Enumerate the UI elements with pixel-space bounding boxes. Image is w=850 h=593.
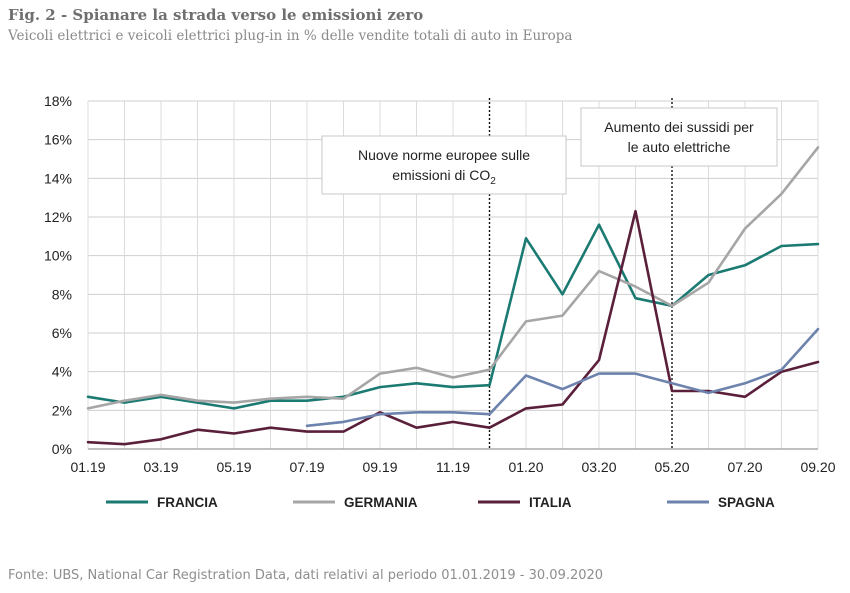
x-tick-label: 05.19 (216, 459, 251, 475)
y-tick-label: 12% (44, 209, 72, 225)
source-note: Fonte: UBS, National Car Registration Da… (8, 568, 604, 583)
x-tick-label: 11.19 (436, 459, 470, 475)
series-line-spagna (305, 327, 820, 428)
y-tick-label: 2% (52, 402, 72, 418)
legend-label-spagna: SPAGNA (718, 495, 775, 510)
y-tick-label: 6% (52, 325, 72, 341)
annotation-line-1: Nuove norme europee sulle (358, 147, 530, 163)
figure-subtitle: Veicoli elettrici e veicoli elettrici pl… (8, 28, 573, 44)
x-tick-label: 03.20 (581, 459, 616, 475)
x-tick-label: 01.19 (70, 459, 105, 475)
annotation-line-2: emissioni di CO2 (392, 167, 496, 187)
y-tick-label: 0% (52, 441, 72, 457)
series-line-francia (86, 223, 820, 410)
legend-label-germania: GERMANIA (344, 495, 418, 510)
annotation-line-2: le auto elettriche (628, 139, 731, 155)
y-tick-label: 10% (44, 248, 72, 264)
x-tick-label: 03.19 (143, 459, 178, 475)
annotation-line-1: Aumento dei sussidi per (604, 119, 754, 135)
x-tick-label: 07.20 (727, 459, 762, 475)
y-tick-label: 16% (44, 132, 72, 148)
y-tick-label: 8% (52, 286, 72, 302)
legend-label-italia: ITALIA (529, 495, 572, 510)
x-tick-label: 01.20 (508, 459, 543, 475)
x-tick-label: 09.20 (800, 459, 835, 475)
annotation-box (321, 135, 567, 195)
series-line-germania (86, 146, 820, 410)
ev-share-line-chart: Nuove norme europee sulle emissioni di CO… (44, 93, 836, 510)
x-tick-label: 05.20 (654, 459, 689, 475)
y-tick-label: 18% (44, 93, 72, 109)
x-tick-label: 07.19 (289, 459, 324, 475)
y-tick-label: 14% (44, 170, 72, 186)
annotation-box (580, 107, 778, 167)
x-tick-label: 09.19 (362, 459, 397, 475)
figure-title: Fig. 2 - Spianare la strada verso le emi… (8, 6, 424, 24)
y-tick-label: 4% (52, 364, 72, 380)
legend-label-francia: FRANCIA (157, 495, 218, 510)
